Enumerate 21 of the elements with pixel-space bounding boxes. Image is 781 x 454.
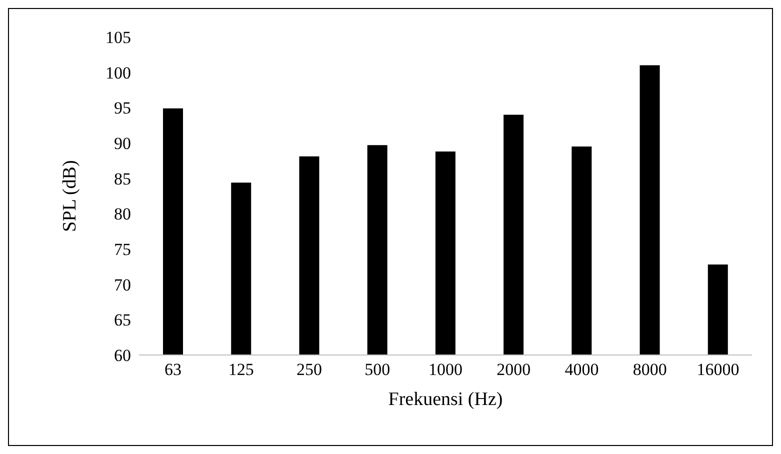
x-tick-label: 500	[364, 360, 390, 380]
x-tick-label: 8000	[632, 360, 667, 380]
x-tick-label: 63	[164, 360, 182, 380]
x-tick-label: 250	[296, 360, 322, 380]
x-tick-label: 2000	[496, 360, 531, 380]
y-tick-label: 60	[114, 346, 131, 366]
y-tick-label: 100	[106, 63, 131, 82]
y-axis-title: SPL (dB)	[60, 160, 81, 232]
y-tick-label: 95	[114, 98, 131, 118]
y-tick-label: 90	[114, 134, 131, 154]
y-tick-label: 80	[114, 204, 131, 224]
y-tick-label: 75	[114, 240, 131, 260]
y-tick-label: 105	[106, 28, 131, 48]
x-tick-label: 4000	[564, 360, 599, 380]
x-tick-label: 16000	[696, 360, 740, 380]
y-tick-label: 70	[114, 275, 131, 294]
y-tick-label: 65	[114, 310, 131, 330]
y-tick-label: 85	[114, 169, 131, 188]
x-axis-title: Frekuensi (Hz)	[388, 389, 503, 410]
x-tick-label: 1000	[428, 360, 462, 380]
x-tick-label: 125	[228, 360, 254, 380]
